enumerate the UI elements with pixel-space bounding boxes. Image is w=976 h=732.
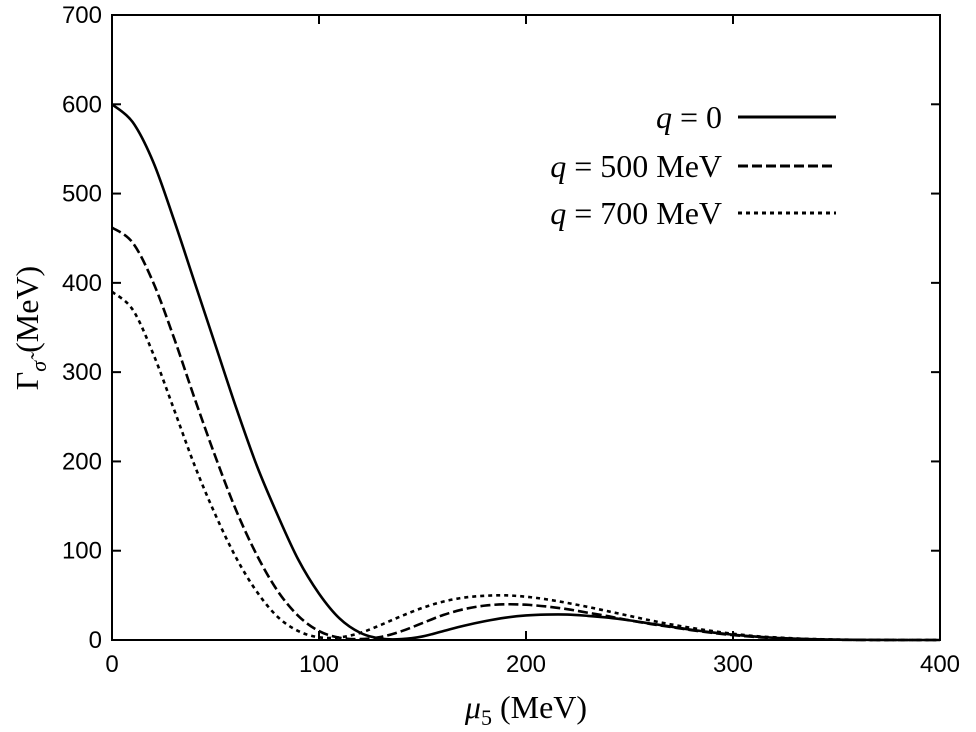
legend-value: 700 MeV [600, 195, 722, 231]
x-axis-unit: (MeV) [492, 689, 587, 725]
x-axis-subscript: 5 [481, 705, 492, 730]
y-axis-unit: (MeV) [9, 266, 45, 361]
x-tick-label: 400 [920, 651, 960, 678]
y-axis-symbol: Γ [9, 372, 45, 391]
y-tick-label: 100 [62, 538, 102, 565]
x-tick-label: 200 [506, 651, 546, 678]
y-axis-title: Γσ̃ (MeV) [9, 266, 51, 390]
legend-equals: = [672, 99, 706, 135]
y-tick-label: 0 [89, 627, 102, 654]
y-tick-label: 400 [62, 270, 102, 297]
legend-var: q [656, 99, 672, 135]
y-tick-label: 300 [62, 359, 102, 386]
legend-var: q [550, 148, 566, 184]
legend-label-1: q = 500 MeV [550, 148, 722, 184]
y-tick-label: 500 [62, 181, 102, 208]
series-lines [111, 103, 940, 642]
legend-equals: = [566, 195, 600, 231]
y-tick-label: 700 [62, 2, 102, 29]
legend-label-0: q = 0 [656, 99, 722, 135]
x-tick-label: 300 [713, 651, 753, 678]
x-axis-title: μ5 (MeV) [464, 689, 587, 730]
x-tick-label: 0 [105, 651, 118, 678]
legend-var: q [550, 195, 566, 231]
series-line-1 [111, 226, 940, 642]
legend-value: 0 [706, 99, 722, 135]
legend-label-2: q = 700 MeV [550, 195, 722, 231]
x-tick-label: 100 [299, 651, 339, 678]
axis-tick-labels: 0 100 200 300 400 0 100 200 300 400 500 600 700 [62, 2, 960, 678]
legend-value: 500 MeV [600, 148, 722, 184]
x-axis-symbol: μ [464, 689, 481, 725]
legend-equals: = [566, 148, 600, 184]
y-tick-label: 600 [62, 91, 102, 118]
y-tick-label: 200 [62, 448, 102, 475]
